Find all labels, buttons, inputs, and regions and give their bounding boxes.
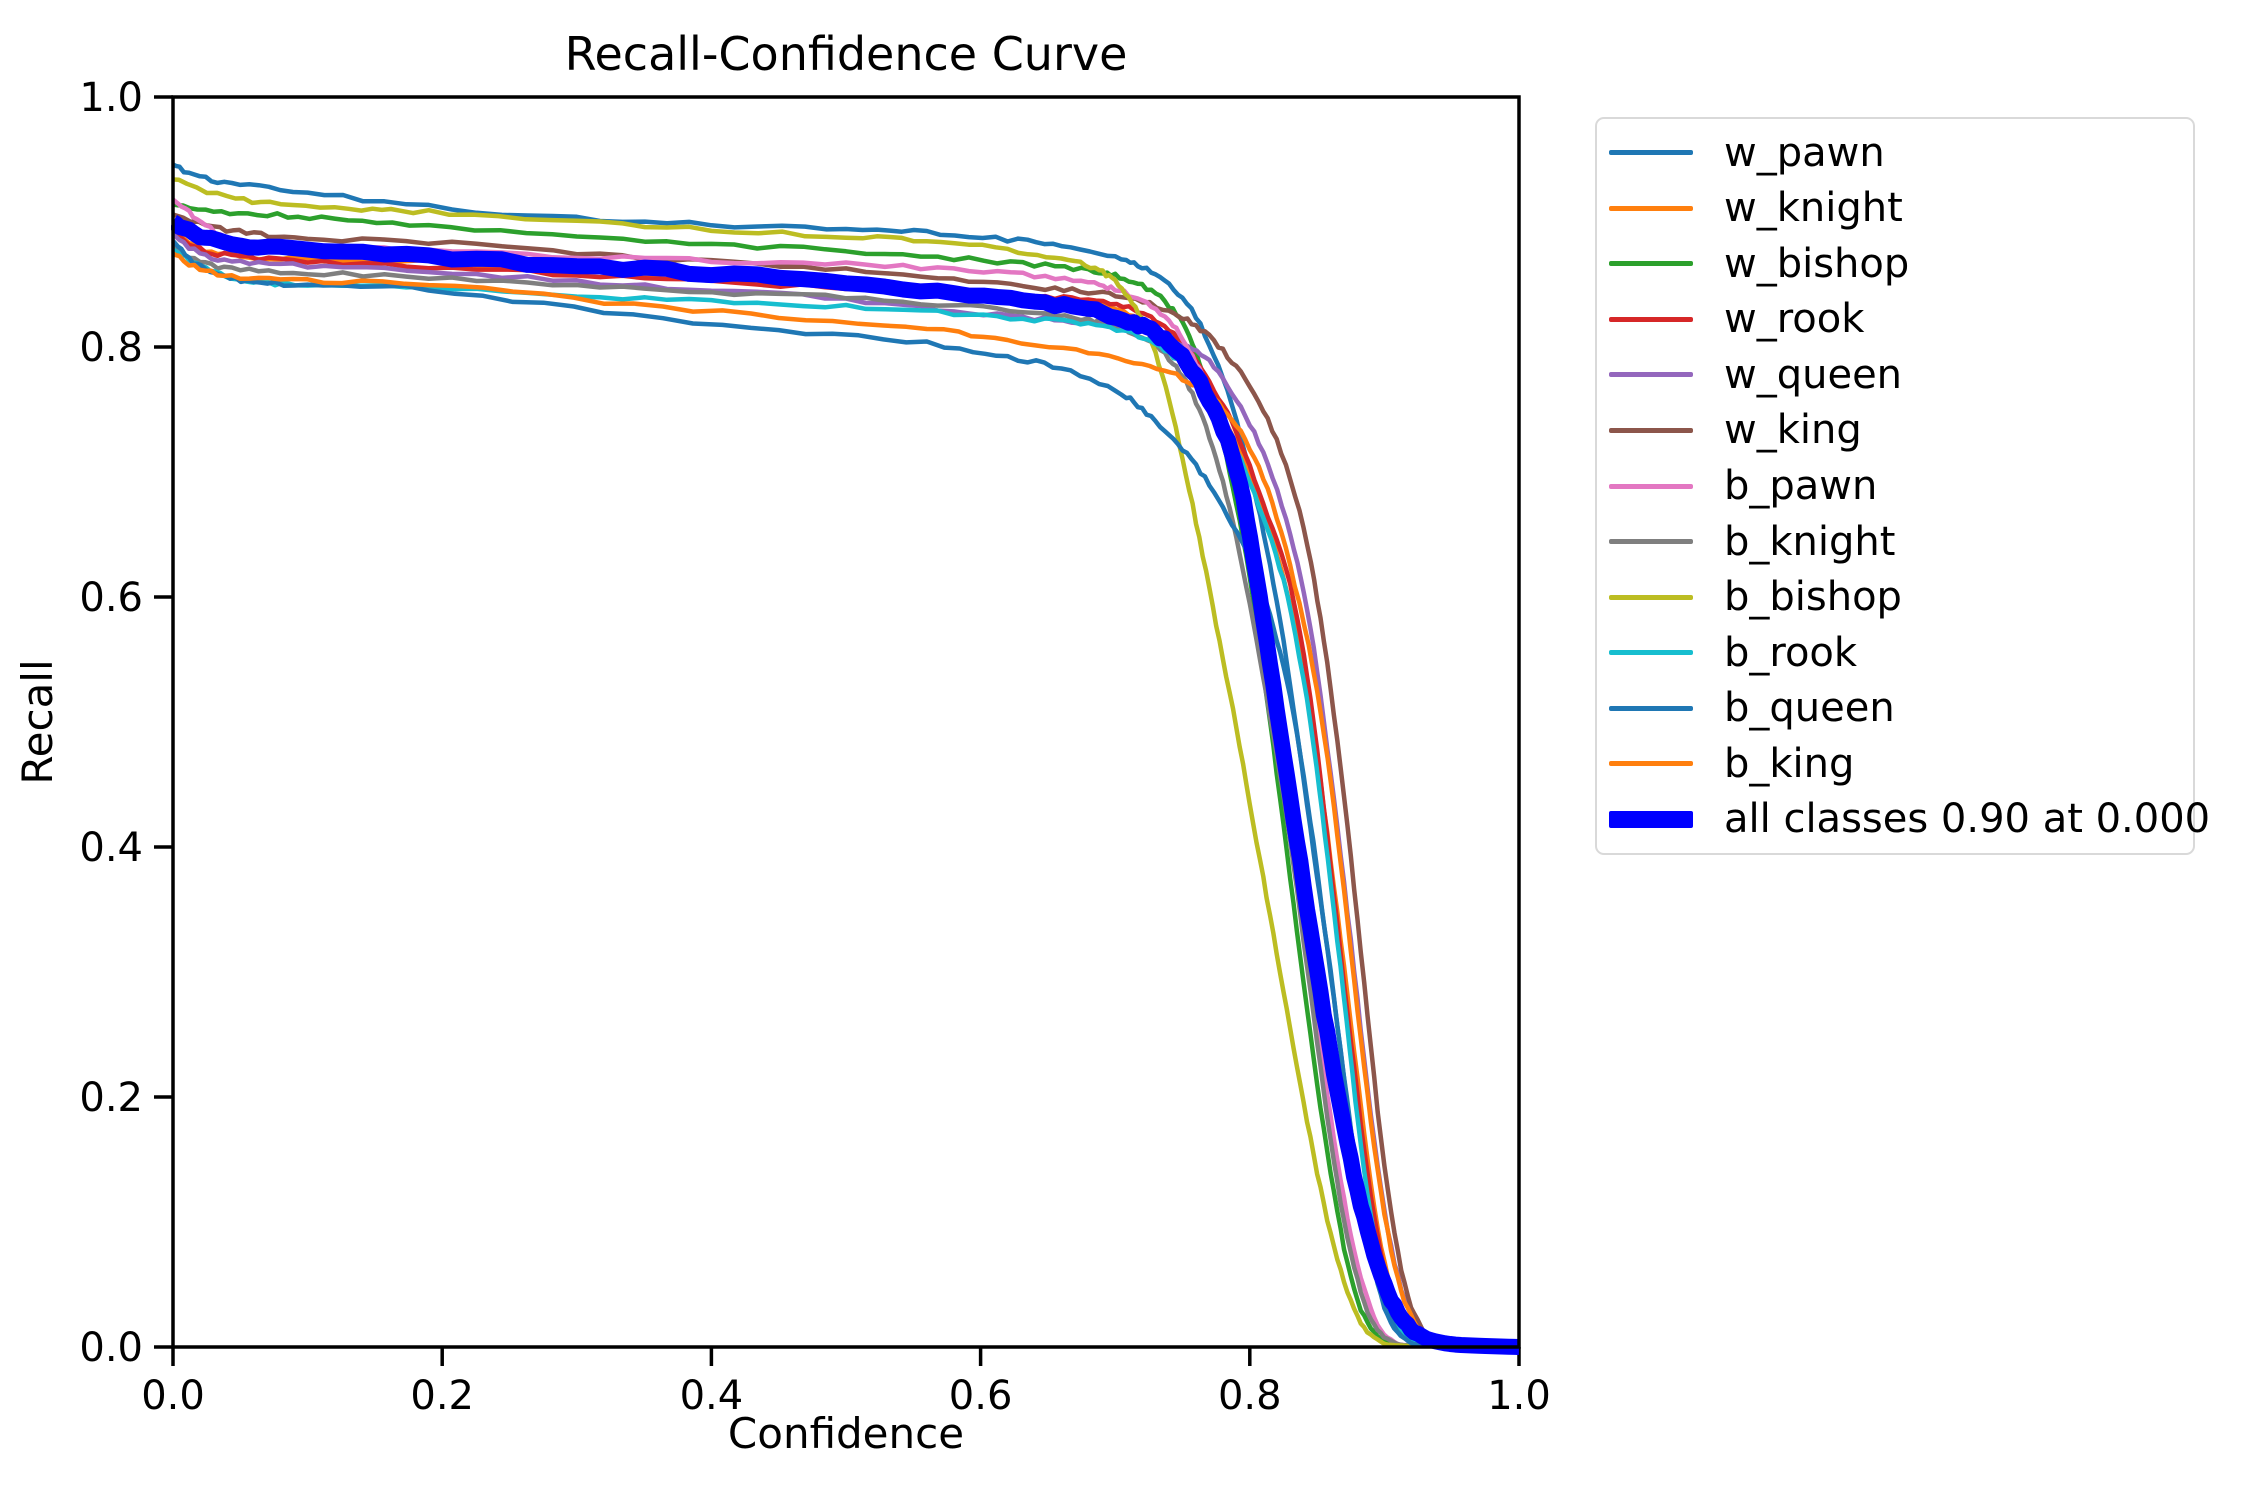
- legend-row-w_knight: w_knight: [1597, 181, 2193, 237]
- legend-line-sample-w_king: [1609, 427, 1693, 433]
- legend-label-all_classes: all classes 0.90 at 0.000: [1724, 796, 2211, 843]
- curve-all_classes: [171, 215, 1523, 1355]
- curve-b_knight: [171, 242, 1519, 1349]
- x-tick-label: 0.6: [949, 1373, 1013, 1419]
- y-tick-label: 0.2: [79, 1075, 143, 1121]
- legend-box: w_pawn w_knight w_bishop w_rook w_queen w_kin…: [1595, 117, 2210, 855]
- curve-w_rook: [171, 231, 1520, 1349]
- legend-label-w_pawn: w_pawn: [1724, 129, 1885, 176]
- legend-row-all_classes: all classes 0.90 at 0.000: [1597, 791, 2210, 847]
- plot-border: [171, 95, 1521, 1349]
- y-tick-label: 0.0: [79, 1325, 143, 1371]
- legend-line-sample-b_bishop: [1609, 594, 1693, 600]
- chart-title: Recall-Confidence Curve: [565, 27, 1128, 81]
- legend-row-w_rook: w_rook: [1597, 292, 2193, 348]
- y-axis-label: Recall: [13, 659, 62, 784]
- legend-label-w_king: w_king: [1724, 407, 1862, 454]
- legend-row-b_bishop: b_bishop: [1597, 569, 2193, 625]
- legend-label-w_knight: w_knight: [1724, 185, 1903, 232]
- legend-label-b_queen: b_queen: [1724, 685, 1895, 732]
- x-tick-label: 0.0: [141, 1373, 205, 1419]
- legend-line-sample-b_king: [1609, 761, 1693, 767]
- legend-line-sample-b_pawn: [1609, 483, 1693, 489]
- legend-line-sample-all_classes: [1609, 810, 1693, 828]
- axis-ticks: 0.0 0.2 0.4 0.6 0.8 1.0 0.0 0.2 0.4 0.6 0.8 1.0: [79, 75, 1550, 1419]
- legend-label-b_rook: b_rook: [1724, 629, 1858, 676]
- legend-label-b_pawn: b_pawn: [1724, 463, 1878, 509]
- x-axis-label: Confidence: [728, 1409, 964, 1458]
- legend-line-sample-b_rook: [1609, 650, 1693, 656]
- legend-label-w_rook: w_rook: [1724, 296, 1865, 343]
- x-tick-label: 0.8: [1218, 1373, 1282, 1419]
- legend-line-sample-w_knight: [1609, 205, 1693, 211]
- legend-label-b_bishop: b_bishop: [1724, 574, 1902, 621]
- legend-label-w_queen: w_queen: [1724, 351, 1903, 398]
- y-tick-label: 0.6: [79, 575, 143, 621]
- curve-w_bishop: [172, 202, 1519, 1349]
- y-tick-label: 0.8: [79, 325, 143, 371]
- legend-row-w_pawn: w_pawn: [1597, 125, 2193, 181]
- legend-line-sample-b_knight: [1609, 539, 1693, 545]
- legend-row-b_pawn: b_pawn: [1597, 458, 2193, 514]
- legend-line-sample-w_queen: [1609, 372, 1693, 378]
- curve-w_king: [172, 212, 1520, 1349]
- legend-row-b_rook: b_rook: [1597, 625, 2193, 681]
- x-tick-label: 0.2: [410, 1373, 474, 1419]
- legend-row-b_king: b_king: [1597, 736, 2193, 792]
- x-tick-label: 1.0: [1487, 1373, 1551, 1419]
- legend-row-b_knight: b_knight: [1597, 514, 2193, 570]
- legend-row-b_queen: b_queen: [1597, 680, 2193, 736]
- x-tick-label: 0.4: [680, 1373, 744, 1419]
- legend-line-sample-b_queen: [1609, 705, 1693, 711]
- y-tick-label: 1.0: [79, 75, 143, 121]
- legend-line-sample-w_bishop: [1609, 261, 1693, 267]
- legend-row-w_bishop: w_bishop: [1597, 236, 2193, 292]
- legend-line-sample-w_pawn: [1609, 150, 1693, 156]
- legend-line-sample-w_rook: [1609, 316, 1693, 322]
- y-tick-label: 0.4: [79, 825, 143, 871]
- legend-label-b_king: b_king: [1724, 740, 1855, 787]
- legend-row-w_queen: w_queen: [1597, 347, 2193, 403]
- legend-label-w_bishop: w_bishop: [1724, 240, 1910, 287]
- legend-row-w_king: w_king: [1597, 403, 2193, 459]
- legend-label-b_knight: b_knight: [1724, 518, 1896, 565]
- curve-group: [171, 162, 1523, 1355]
